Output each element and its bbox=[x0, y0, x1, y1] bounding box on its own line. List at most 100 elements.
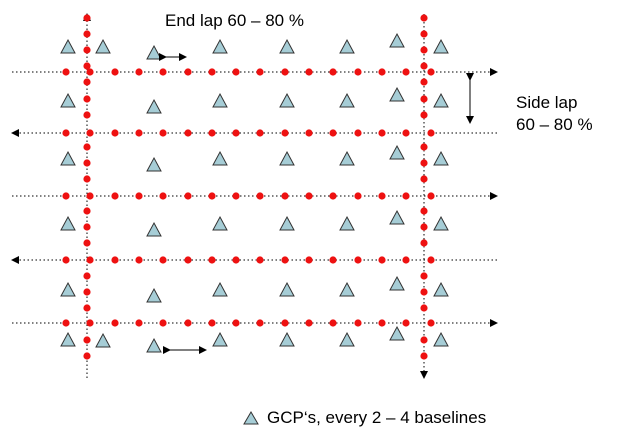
photo-point bbox=[111, 256, 119, 264]
photo-point bbox=[208, 192, 216, 200]
photo-point bbox=[135, 192, 143, 200]
photo-point bbox=[208, 319, 216, 327]
gcp-triangle bbox=[389, 144, 405, 160]
photo-point bbox=[420, 111, 428, 119]
photo-point bbox=[256, 129, 264, 137]
photo-point bbox=[83, 175, 91, 183]
photo-point bbox=[83, 143, 91, 151]
gcp-triangle bbox=[146, 221, 162, 237]
photo-point bbox=[62, 129, 70, 137]
photo-point bbox=[402, 68, 410, 76]
cross-strips bbox=[83, 13, 428, 379]
gcp-markers bbox=[60, 32, 449, 353]
photo-point bbox=[305, 256, 313, 264]
photo-point bbox=[305, 192, 313, 200]
side-lap-title: Side lap bbox=[516, 93, 578, 112]
gcp-triangle bbox=[146, 337, 162, 353]
gcp-triangle bbox=[339, 331, 355, 347]
photo-point bbox=[184, 319, 192, 327]
photo-point bbox=[281, 319, 289, 327]
photo-point bbox=[420, 30, 428, 38]
gcp-triangle bbox=[279, 281, 295, 297]
gcp-triangle bbox=[212, 92, 228, 108]
photo-point bbox=[420, 239, 428, 247]
photo-point bbox=[420, 288, 428, 296]
photo-point bbox=[83, 207, 91, 215]
photo-point bbox=[378, 192, 386, 200]
photo-point bbox=[83, 336, 91, 344]
photo-point bbox=[208, 68, 216, 76]
gcp-triangle bbox=[339, 215, 355, 231]
gcp-triangle bbox=[433, 215, 449, 231]
side-lap-label: Side lap 60 – 80 % bbox=[516, 92, 593, 136]
photo-point bbox=[83, 78, 91, 86]
photo-point bbox=[62, 192, 70, 200]
photo-centers bbox=[62, 14, 435, 360]
gcp-triangle bbox=[339, 281, 355, 297]
photo-point bbox=[208, 256, 216, 264]
gcp-triangle bbox=[60, 331, 76, 347]
legend-text: GCP‘s, every 2 – 4 baselines bbox=[267, 408, 487, 427]
photo-point bbox=[402, 256, 410, 264]
photo-point bbox=[329, 68, 337, 76]
photo-point bbox=[427, 129, 435, 137]
photo-point bbox=[135, 319, 143, 327]
photo-point bbox=[159, 256, 167, 264]
gcp-triangle bbox=[279, 331, 295, 347]
gcp-triangle bbox=[212, 38, 228, 54]
photo-point bbox=[402, 192, 410, 200]
photo-point bbox=[83, 159, 91, 167]
gcp-triangle bbox=[212, 281, 228, 297]
photo-point bbox=[83, 14, 91, 22]
gcp-triangle bbox=[279, 38, 295, 54]
legend: GCP‘s, every 2 – 4 baselines bbox=[243, 407, 486, 429]
gcp-triangle bbox=[389, 325, 405, 341]
gcp-triangle bbox=[389, 86, 405, 102]
photo-point bbox=[420, 14, 428, 22]
gcp-triangle bbox=[212, 215, 228, 231]
photo-point bbox=[184, 192, 192, 200]
photo-point bbox=[256, 256, 264, 264]
photo-point bbox=[86, 319, 94, 327]
photo-point bbox=[402, 319, 410, 327]
photo-point bbox=[281, 68, 289, 76]
gcp-triangle bbox=[433, 281, 449, 297]
photo-point bbox=[329, 256, 337, 264]
photo-point bbox=[420, 159, 428, 167]
gcp-triangle bbox=[433, 38, 449, 54]
gcp-triangle bbox=[279, 215, 295, 231]
side-lap-value: 60 – 80 % bbox=[516, 115, 593, 134]
photo-point bbox=[378, 129, 386, 137]
photo-point bbox=[420, 336, 428, 344]
gcp-triangle bbox=[146, 98, 162, 114]
photo-point bbox=[135, 68, 143, 76]
photo-point bbox=[420, 62, 428, 70]
gcp-triangle bbox=[60, 38, 76, 54]
photo-point bbox=[420, 304, 428, 312]
gcp-triangle bbox=[279, 150, 295, 166]
photo-point bbox=[62, 319, 70, 327]
gcp-triangle bbox=[389, 32, 405, 48]
photo-point bbox=[420, 95, 428, 103]
photo-point bbox=[420, 352, 428, 360]
photo-point bbox=[420, 207, 428, 215]
photo-point bbox=[420, 78, 428, 86]
photo-point bbox=[256, 319, 264, 327]
photo-point bbox=[232, 192, 240, 200]
photo-point bbox=[86, 68, 94, 76]
photo-point bbox=[378, 256, 386, 264]
gcp-triangle bbox=[279, 92, 295, 108]
photo-point bbox=[83, 62, 91, 70]
photo-point bbox=[232, 129, 240, 137]
overlap-arrows bbox=[159, 53, 474, 354]
photo-point bbox=[232, 256, 240, 264]
photo-point bbox=[208, 129, 216, 137]
gcp-triangle bbox=[433, 150, 449, 166]
photo-point bbox=[420, 272, 428, 280]
photo-point bbox=[427, 256, 435, 264]
gcp-triangle bbox=[146, 156, 162, 172]
photo-point bbox=[281, 256, 289, 264]
photo-point bbox=[281, 192, 289, 200]
gcp-triangle bbox=[389, 209, 405, 225]
